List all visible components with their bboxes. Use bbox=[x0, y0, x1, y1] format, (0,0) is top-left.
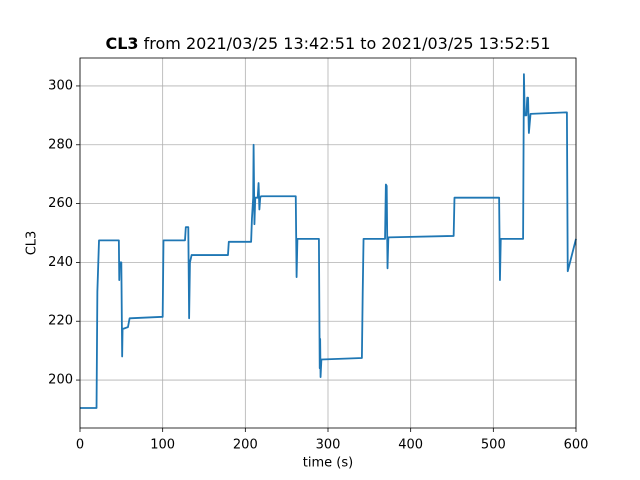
title-text: from 2021/03/25 13:42:51 to 2021/03/25 1… bbox=[144, 34, 551, 53]
x-tick-label: 100 bbox=[150, 438, 175, 453]
title-name: CL3 bbox=[105, 34, 138, 53]
y-tick-label: 240 bbox=[48, 255, 73, 270]
y-tick-label: 220 bbox=[48, 314, 73, 329]
data-line bbox=[80, 73, 577, 409]
y-tick-label: 280 bbox=[48, 137, 73, 152]
x-axis-label: time (s) bbox=[303, 456, 353, 471]
y-tick-label: 200 bbox=[48, 373, 73, 388]
chart-title: CL3 from 2021/03/25 13:42:51 to 2021/03/… bbox=[105, 34, 550, 53]
y-axis-label: CL3 bbox=[25, 231, 40, 256]
x-tick-label: 500 bbox=[481, 438, 506, 453]
x-tick-label: 400 bbox=[398, 438, 423, 453]
x-tick-label: 300 bbox=[316, 438, 341, 453]
y-tick-label: 260 bbox=[48, 196, 73, 211]
plot-frame bbox=[79, 57, 577, 429]
x-tick-label: 600 bbox=[564, 438, 589, 453]
x-tick-label: 0 bbox=[76, 438, 84, 453]
y-tick-label: 300 bbox=[48, 78, 73, 93]
x-tick-label: 200 bbox=[233, 438, 258, 453]
